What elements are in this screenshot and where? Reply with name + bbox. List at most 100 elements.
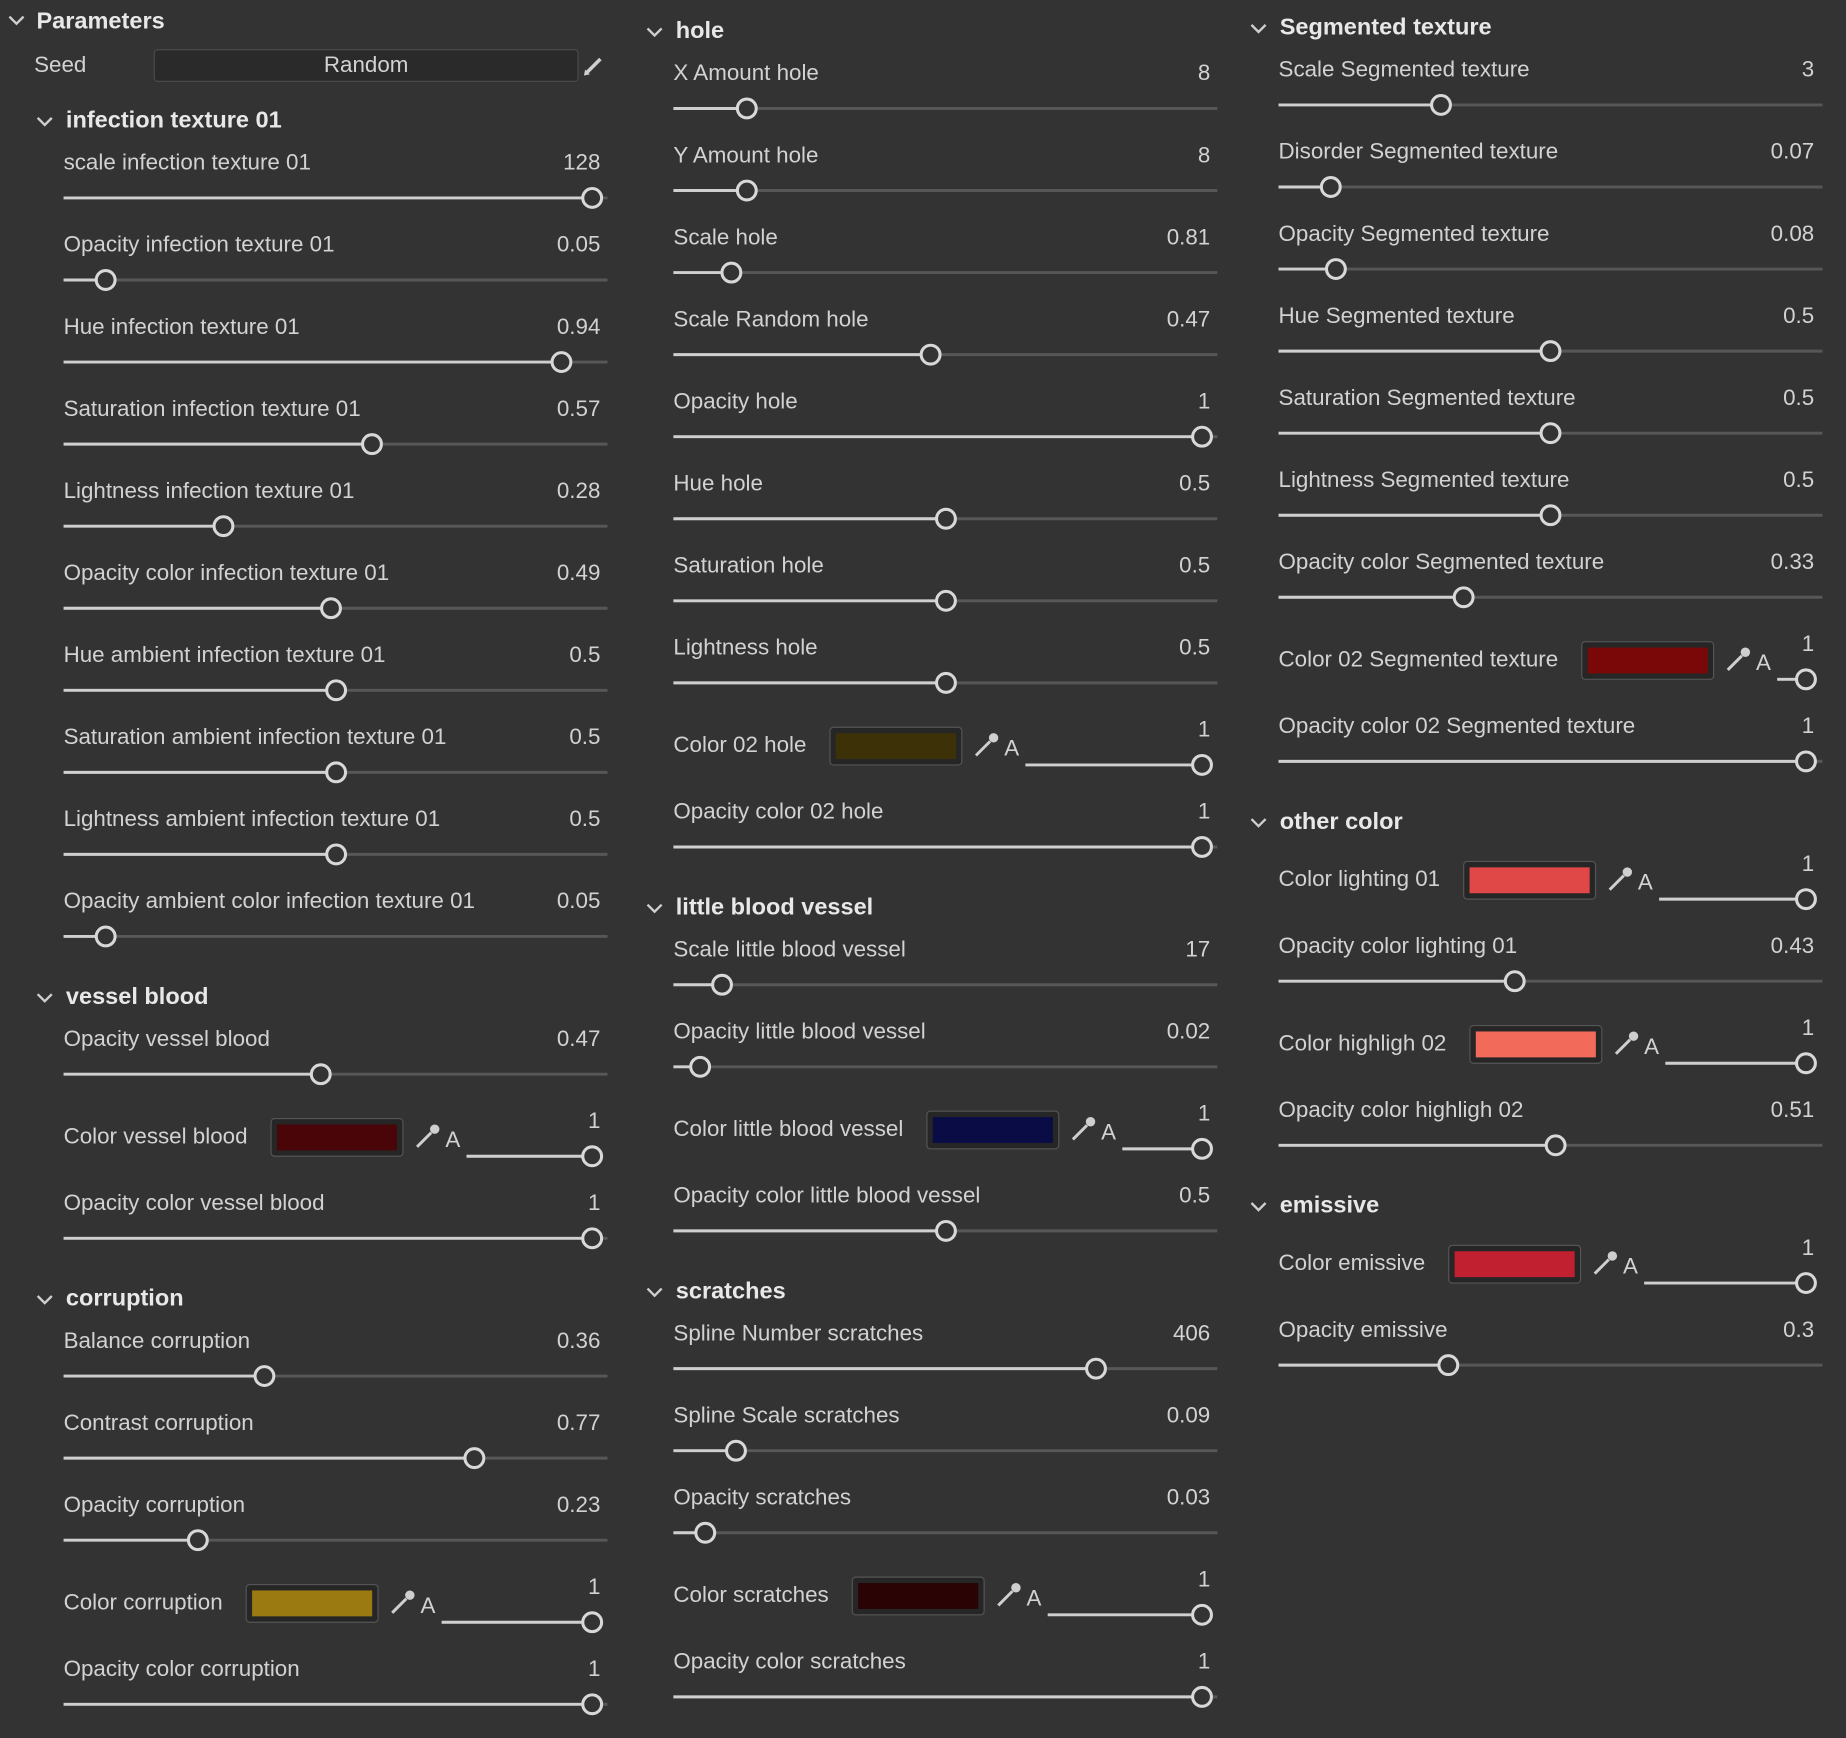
chevron[interactable] [1250,24,1267,34]
eyedropper-tip[interactable] [1628,1031,1639,1041]
param-label: Saturation hole [673,553,823,578]
chevron[interactable] [1250,818,1267,828]
eyedropper-icon[interactable] [1071,1124,1089,1141]
slider-knob[interactable] [1795,750,1817,773]
slider-knob[interactable] [550,351,573,374]
eyedropper-icon[interactable] [416,1131,433,1148]
slider-knob[interactable] [1539,504,1562,527]
eyedropper-icon[interactable] [1593,1258,1610,1275]
param-value: 0.5 [569,806,600,831]
chevron[interactable] [646,27,663,38]
color-swatch[interactable] [252,1590,373,1617]
slider-knob[interactable] [581,1693,604,1716]
slider-knob[interactable] [935,507,957,530]
slider-knob[interactable] [1437,1354,1460,1377]
slider-knob[interactable] [1319,176,1342,198]
eyedropper-tip[interactable] [1085,1117,1096,1127]
eyedropper-icon[interactable] [1614,1038,1632,1055]
section-title: scratches [676,1277,786,1303]
param-label: Opacity color highligh 02 [1279,1097,1524,1122]
slider-knob[interactable] [689,1055,712,1078]
chevron[interactable] [36,117,53,127]
slider-knob[interactable] [1191,1137,1213,1160]
eyedropper-icon[interactable] [1608,874,1625,891]
color-swatch[interactable] [932,1117,1053,1143]
slider-knob[interactable] [1795,668,1817,691]
color-swatch[interactable] [1469,867,1590,894]
eyedropper-tip[interactable] [1740,647,1751,657]
seed-button[interactable] [153,49,579,82]
slider-knob[interactable] [735,179,758,202]
slider-knob[interactable] [309,1063,332,1086]
slider-knob[interactable] [1430,93,1452,116]
chevron[interactable] [36,1295,53,1305]
slider-knob[interactable] [581,1227,604,1250]
slider-knob[interactable] [1539,340,1562,363]
slider-knob[interactable] [581,1145,604,1168]
eyedropper-tip[interactable] [430,1124,440,1134]
color-swatch[interactable] [276,1124,398,1151]
slider-knob[interactable] [94,269,117,291]
chevron[interactable] [36,993,53,1003]
slider-knob[interactable] [325,761,348,784]
slider-knob[interactable] [1539,422,1562,445]
slider-knob[interactable] [919,343,942,366]
slider-knob[interactable] [1795,1272,1817,1295]
slider-knob[interactable] [1795,1052,1817,1075]
slider-knob[interactable] [1452,586,1475,609]
slider-knob[interactable] [935,589,957,612]
param-value: 0.05 [557,232,601,257]
eyedropper-tip[interactable] [1011,1583,1021,1593]
slider-knob[interactable] [361,433,383,456]
slider-knob[interactable] [581,1611,604,1634]
chevron[interactable] [1250,1202,1267,1212]
chevron[interactable] [8,15,25,26]
chevron[interactable] [646,903,663,914]
slider-knob[interactable] [253,1365,276,1388]
eyedropper-tip[interactable] [1622,867,1633,877]
slider-knob[interactable] [1795,888,1817,911]
slider-knob[interactable] [186,1529,209,1552]
slider-knob[interactable] [935,671,957,694]
eyedropper-tip[interactable] [405,1590,415,1600]
eyedropper-tip[interactable] [988,733,999,743]
chevron[interactable] [646,1287,663,1298]
seed-button-label[interactable]: Random [324,52,409,77]
slider-knob[interactable] [1085,1357,1107,1380]
slider-knob[interactable] [325,843,348,866]
param-label: Color vessel blood [64,1123,248,1148]
slider-knob[interactable] [1191,1685,1213,1708]
slider-knob[interactable] [1503,970,1526,993]
slider-knob[interactable] [1191,1603,1213,1626]
eyedropper-icon[interactable] [391,1597,408,1614]
eyedropper-icon[interactable] [1726,654,1743,671]
slider-knob[interactable] [1191,425,1213,448]
color-swatch[interactable] [858,1583,979,1609]
slider-knob[interactable] [1191,753,1213,776]
slider-knob[interactable] [694,1521,717,1544]
color-swatch[interactable] [1475,1031,1596,1058]
slider-knob[interactable] [1544,1134,1567,1157]
slider-knob[interactable] [325,679,348,702]
color-swatch[interactable] [835,733,956,760]
slider-knob[interactable] [463,1447,486,1470]
slider-knob[interactable] [725,1439,747,1462]
edit-icon[interactable] [583,57,602,76]
color-swatch[interactable] [1587,647,1708,674]
slider-knob[interactable] [935,1219,957,1242]
slider-knob[interactable] [720,261,743,284]
slider-knob[interactable] [581,186,604,209]
slider-knob[interactable] [711,973,733,996]
eyedropper-icon[interactable] [974,740,992,757]
slider-knob[interactable] [320,597,342,620]
slider-knob[interactable] [94,925,117,948]
param-label: Color corruption [64,1589,223,1614]
slider-knob[interactable] [735,97,758,120]
alpha-label: A [1004,736,1019,761]
eyedropper-icon[interactable] [997,1590,1014,1607]
color-swatch[interactable] [1454,1251,1575,1278]
slider-knob[interactable] [212,515,235,538]
slider-knob[interactable] [1191,836,1213,858]
slider-knob[interactable] [1324,258,1347,280]
eyedropper-tip[interactable] [1607,1251,1618,1261]
